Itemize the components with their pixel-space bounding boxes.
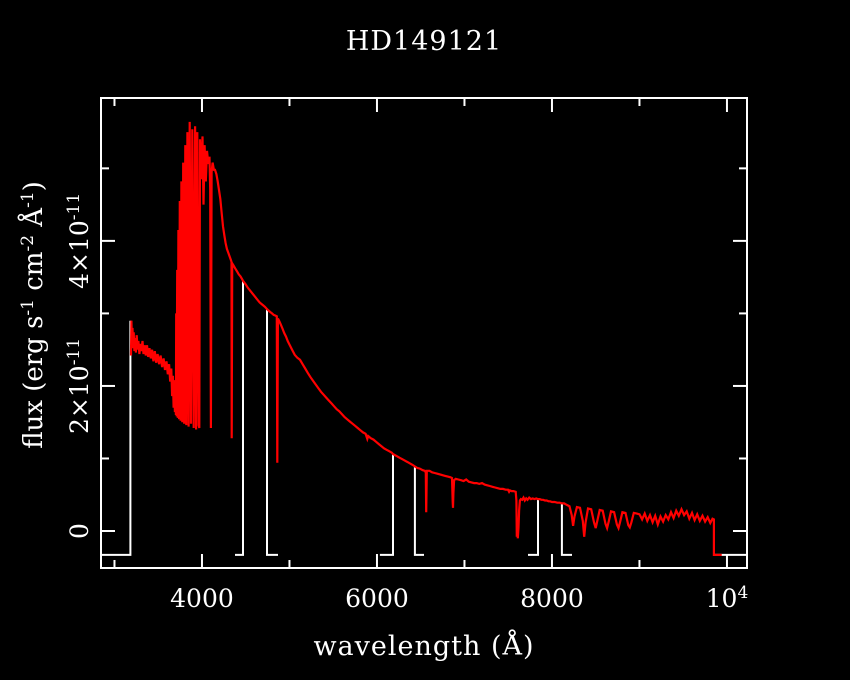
x-tick-label: 8000: [520, 584, 584, 613]
gap-line: [413, 466, 424, 556]
x-axis-label: wavelength (Å): [313, 631, 535, 662]
x-tick-label: 4000: [170, 584, 234, 613]
y-tick-label: 4×10-11: [64, 193, 94, 289]
plot-frame: [100, 97, 748, 569]
gap-line: [528, 498, 539, 556]
chart-title: HD149121: [345, 26, 503, 57]
gap-line: [560, 503, 572, 556]
y-axis-label: flux (erg s-1 cm-2 Å-1): [17, 181, 49, 449]
x-tick-label: 6000: [345, 584, 409, 613]
gap-line: [379, 454, 394, 556]
y-tick-label: 0: [65, 523, 94, 539]
spectrum-line: [129, 121, 722, 556]
x-tick-label: 104: [706, 583, 749, 613]
gap-line: [101, 320, 132, 556]
y-tick-label: 2×10-11: [64, 338, 94, 434]
gap-line: [266, 309, 278, 556]
gap-line: [235, 280, 244, 556]
